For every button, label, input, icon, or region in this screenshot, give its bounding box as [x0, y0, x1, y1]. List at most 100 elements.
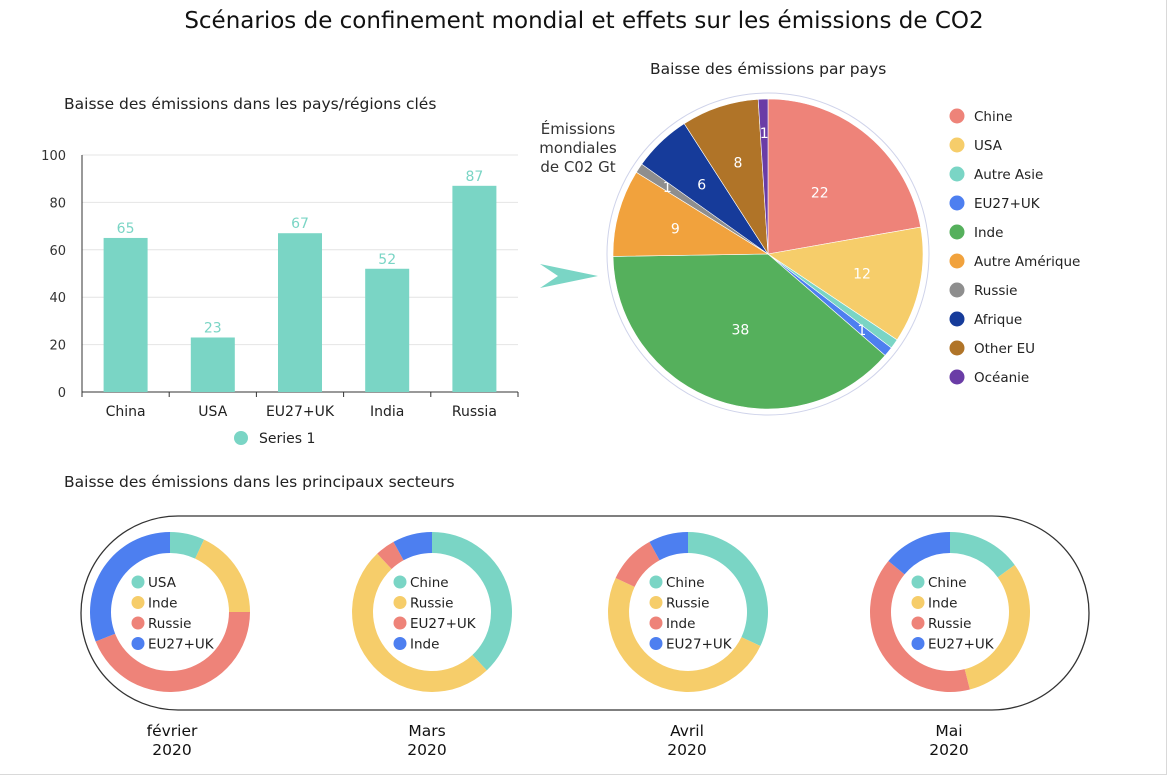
legend-label: Chine [928, 575, 967, 591]
legend-label: Russie [928, 616, 971, 632]
donut-segment [649, 532, 688, 561]
legend-swatch [649, 616, 663, 630]
legend-swatch [131, 637, 145, 650]
period-label-fevrier: février 2020 [112, 722, 232, 760]
legend-swatch [949, 224, 965, 240]
sector-donut-row: USA Inde Russie EU27+UK Chine Russie EU27+UK In… [80, 515, 1090, 711]
bar-chart: 0 20 40 60 80 100 65 China 23 USA 67 EU27+UK 52 India… [41, 149, 519, 447]
donut-segment [964, 564, 1030, 690]
donut-chart: Chine Inde Russie EU27+UK [870, 532, 1030, 692]
bar-value-label: 52 [378, 252, 396, 268]
legend-label: Series 1 [259, 431, 315, 447]
legend-swatch [649, 637, 663, 650]
donut-segment [688, 532, 768, 647]
legend-swatch [234, 431, 248, 445]
bar-value-label: 23 [204, 320, 222, 336]
donut-segment [195, 539, 250, 612]
legend-swatch [131, 616, 145, 630]
bar [452, 185, 497, 392]
legend-label: EU27+UK [666, 637, 733, 653]
legend-label: Inde [410, 637, 439, 653]
legend-swatch [949, 253, 965, 269]
y-tick-label: 0 [58, 386, 66, 401]
pie-slice [767, 98, 921, 255]
legend-swatch [911, 616, 925, 630]
period-year: 2020 [667, 741, 707, 759]
period-month: février [146, 722, 198, 740]
pie-value-label: 38 [732, 323, 750, 339]
donut-segment [615, 541, 660, 587]
pie-value-label: 12 [853, 267, 871, 283]
legend-swatch [949, 282, 965, 298]
pie-annotation: de C02 Gt [540, 158, 615, 176]
legend-swatch [393, 575, 407, 589]
legend-label: Autre Amérique [974, 254, 1080, 270]
bar [103, 237, 148, 392]
legend-label: Chine [410, 575, 449, 591]
legend-label: EU27+UK [410, 616, 477, 632]
donut-chart: Chine Russie Inde EU27+UK [608, 532, 768, 692]
stadium-frame [80, 515, 1090, 711]
donut-segment [950, 532, 1015, 578]
legend-swatch [949, 137, 965, 153]
legend-swatch [911, 596, 925, 609]
donut-segment [95, 612, 250, 692]
legend-label: Inde [974, 225, 1003, 241]
x-tick-label: USA [198, 404, 227, 420]
legend-label: Chine [974, 109, 1013, 125]
pie-slice [767, 226, 924, 341]
pie-value-label: 1 [663, 180, 672, 196]
legend-swatch [949, 369, 965, 385]
legend-swatch [949, 311, 965, 327]
donut-chart: USA Inde Russie EU27+UK [90, 532, 250, 692]
donut-segment [377, 541, 404, 569]
pie-value-label: 1 [760, 126, 769, 142]
legend-label: Chine [666, 575, 705, 591]
donut-segment [608, 577, 761, 692]
period-label-mai: Mai 2020 [889, 722, 1009, 760]
legend-swatch [949, 166, 965, 182]
legend-swatch [911, 637, 925, 650]
y-tick-label: 60 [49, 244, 66, 259]
legend-label: Inde [666, 616, 695, 632]
legend-label: Inde [928, 596, 957, 612]
legend-label: Océanie [974, 370, 1029, 386]
bar [278, 233, 322, 392]
bar [190, 337, 235, 392]
bar-value-label: 87 [465, 169, 483, 185]
legend-swatch [911, 575, 925, 589]
legend-label: Russie [974, 283, 1017, 299]
pie-annotation: Émissions [541, 119, 616, 138]
y-tick-label: 40 [49, 291, 66, 306]
pie-outline [606, 92, 930, 416]
legend-label: USA [974, 138, 1003, 154]
legend-swatch [393, 596, 407, 609]
pie-value-label: 1 [857, 323, 866, 339]
pie-annotation: mondiales [539, 139, 617, 157]
legend-swatch [949, 108, 965, 124]
legend-swatch [393, 616, 407, 630]
donut-segment [432, 532, 512, 671]
x-tick-label: Russia [452, 404, 497, 420]
legend-label: Russie [666, 596, 709, 612]
bar-value-label: 65 [117, 221, 135, 237]
legend-label: EU27+UK [928, 637, 995, 653]
period-year: 2020 [152, 741, 192, 759]
legend-label: Russie [410, 596, 453, 612]
arrow-icon [540, 264, 598, 288]
period-month: Avril [670, 722, 704, 740]
pie-value-label: 9 [671, 221, 680, 237]
bar [365, 268, 410, 392]
pie-chart-title: Baisse des émissions par pays [650, 60, 887, 78]
x-tick-label: EU27+UK [266, 404, 335, 420]
sector-chart-title: Baisse des émissions dans les principaux… [64, 473, 455, 491]
donut-segment [393, 532, 432, 561]
period-label-avril: Avril 2020 [627, 722, 747, 760]
bar-value-label: 67 [291, 216, 309, 232]
x-tick-label: China [106, 404, 146, 420]
pie-slice [757, 98, 769, 255]
donut-segment [352, 553, 487, 692]
legend-label: EU27+UK [974, 196, 1041, 212]
legend-label: Autre Asie [974, 167, 1043, 183]
